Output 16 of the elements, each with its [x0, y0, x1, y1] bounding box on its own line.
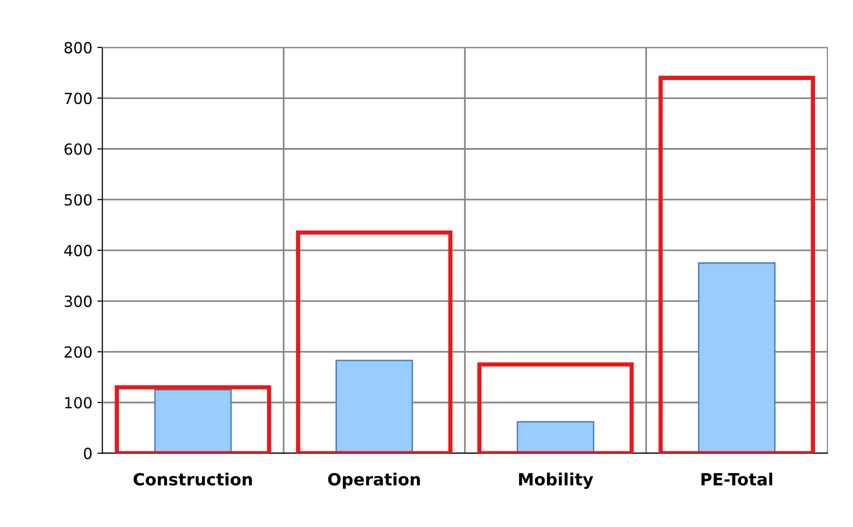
y-tick-label: 100	[65, 396, 92, 409]
y-tick-label: 200	[64, 346, 92, 358]
y-tick-label: 500	[64, 194, 92, 206]
y-tick-label: 600	[64, 143, 92, 155]
y-tick-label: 300	[64, 296, 92, 308]
bar	[335, 360, 414, 454]
y-tick-label: 400	[64, 244, 92, 256]
y-tick-label: 700	[64, 92, 92, 104]
x-tick-label: PE-Total	[702, 472, 772, 486]
y-tick-label: 800	[64, 42, 92, 54]
x-tick-label: Mobility	[519, 472, 594, 489]
x-tick-label: Construction	[134, 472, 252, 486]
y-tick-label: 0	[84, 448, 92, 460]
x-tick-label: Operation	[328, 472, 420, 489]
bar	[698, 262, 776, 454]
bar	[516, 421, 594, 454]
